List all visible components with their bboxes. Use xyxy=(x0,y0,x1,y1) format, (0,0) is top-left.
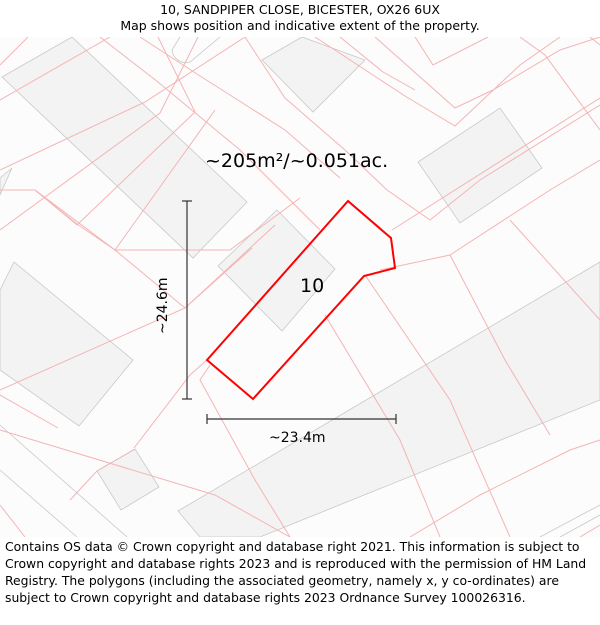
building xyxy=(1,37,248,259)
parcel-boundaries xyxy=(0,37,600,537)
map-subtitle: Map shows position and indicative extent… xyxy=(120,18,480,33)
building xyxy=(0,167,13,196)
area-label: ~205m²/~0.051ac. xyxy=(205,150,389,172)
road-outlines xyxy=(0,37,600,537)
dimension-lines xyxy=(182,200,397,424)
property-number-label: 10 xyxy=(300,275,325,297)
building xyxy=(417,107,543,224)
width-measurement-label: ~23.4m xyxy=(269,430,326,446)
height-measurement-label: ~24.6m xyxy=(155,277,171,334)
buildings xyxy=(0,37,600,537)
property-address-title: 10, SANDPIPER CLOSE, BICESTER, OX26 6UX xyxy=(160,2,440,17)
building xyxy=(261,37,366,113)
building xyxy=(217,209,336,332)
building xyxy=(0,261,134,427)
cul-de-sac xyxy=(171,37,221,63)
building xyxy=(96,448,160,511)
map-canvas xyxy=(0,37,600,537)
property-map[interactable]: ~205m²/~0.051ac. 10 ~23.4m ~24.6m xyxy=(0,37,600,537)
building xyxy=(177,261,600,537)
property-boundary xyxy=(205,199,397,401)
map-header: 10, SANDPIPER CLOSE, BICESTER, OX26 6UX … xyxy=(0,0,600,37)
copyright-notice: Contains OS data © Crown copyright and d… xyxy=(5,539,587,605)
